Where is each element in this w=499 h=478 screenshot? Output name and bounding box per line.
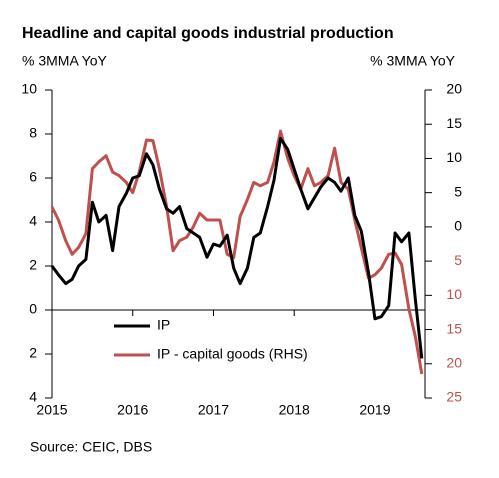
y-tick-label: 4 bbox=[29, 213, 37, 229]
chart-title: Headline and capital goods industrial pr… bbox=[22, 25, 394, 42]
x-tick-label: 2015 bbox=[36, 402, 67, 418]
y2-tick-label: 25 bbox=[446, 389, 462, 405]
y2-tick-label: 15 bbox=[446, 320, 462, 336]
y-tick-label: 8 bbox=[29, 125, 37, 141]
y-tick-label: 6 bbox=[29, 169, 37, 185]
y2-tick-label: 20 bbox=[446, 354, 462, 370]
y2-tick-label: 15 bbox=[446, 115, 462, 131]
y-tick-label: 0 bbox=[29, 301, 37, 317]
y-axis-label: % 3MMA YoY bbox=[22, 53, 107, 69]
source: Source: CEIC, DBS bbox=[30, 439, 152, 455]
y2-tick-label: 10 bbox=[446, 149, 462, 165]
legend-label: IP - capital goods (RHS) bbox=[157, 346, 308, 362]
y-tick-label: 4 bbox=[29, 389, 37, 405]
y2-axis-label: % 3MMA YoY bbox=[370, 53, 455, 69]
legend-label: IP bbox=[157, 317, 170, 333]
y-tick-label: 10 bbox=[21, 81, 37, 97]
y2-tick-label: 10 bbox=[446, 286, 462, 302]
y-tick-label: 2 bbox=[29, 345, 37, 361]
x-tick-label: 2019 bbox=[359, 402, 390, 418]
series-line bbox=[50, 136, 424, 359]
y2-tick-label: 5 bbox=[454, 183, 462, 199]
x-tick-label: 2018 bbox=[279, 402, 310, 418]
y2-tick-label: 20 bbox=[446, 81, 462, 97]
series-line bbox=[50, 129, 424, 375]
y-tick-label: 2 bbox=[29, 257, 37, 273]
x-tick-label: 2016 bbox=[117, 402, 148, 418]
y2-tick-label: 5 bbox=[454, 252, 462, 268]
y2-tick-label: 0 bbox=[454, 218, 462, 234]
x-tick-label: 2017 bbox=[198, 402, 229, 418]
